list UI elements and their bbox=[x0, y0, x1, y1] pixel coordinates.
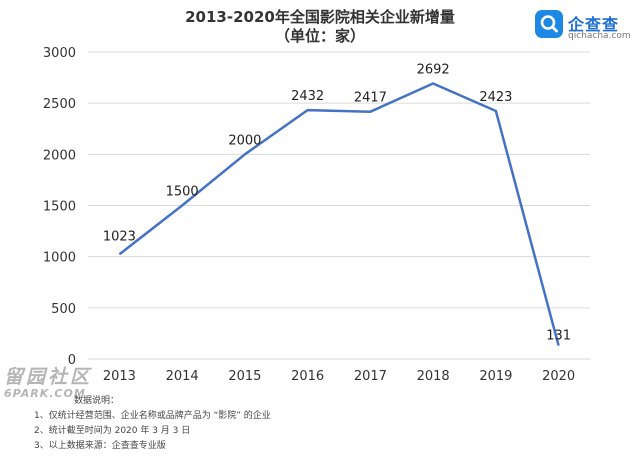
x-tick-label: 2018 bbox=[417, 369, 450, 384]
data-label: 131 bbox=[546, 329, 571, 344]
x-tick-label: 2014 bbox=[166, 369, 199, 384]
data-notes: 数据说明： 1、仅统计经营范围、企业名称或品牌产品为 “影院” 的企业 2、统计… bbox=[34, 394, 594, 454]
x-tick-label: 2013 bbox=[103, 369, 136, 384]
y-tick-label: 1000 bbox=[43, 251, 76, 266]
data-label: 2417 bbox=[354, 91, 387, 106]
logo-name: 企查查 bbox=[568, 15, 620, 34]
chart-title: 2013-2020年全国影院相关企业新增量 bbox=[185, 8, 455, 26]
note-item: 3、以上数据来源：企查查专业版 bbox=[34, 441, 166, 451]
x-tick-label: 2016 bbox=[291, 369, 324, 384]
logo-domain: qichacha.com bbox=[568, 31, 631, 41]
note-item: 2、统计截至时间为 2020 年 3 月 3 日 bbox=[34, 426, 191, 436]
data-label: 2432 bbox=[291, 89, 324, 104]
x-tick-label: 2019 bbox=[479, 369, 512, 384]
chart-subtitle: （单位：家） bbox=[274, 27, 365, 45]
notes-title: 数据说明： bbox=[74, 396, 120, 406]
data-label: 1500 bbox=[166, 185, 199, 200]
data-label: 2692 bbox=[417, 63, 450, 78]
y-tick-label: 500 bbox=[51, 302, 76, 317]
y-tick-label: 2000 bbox=[43, 148, 76, 163]
magnifier-logo-icon bbox=[535, 10, 563, 38]
y-tick-label: 2500 bbox=[43, 97, 76, 112]
x-tick-label: 2017 bbox=[354, 369, 387, 384]
x-tick-label: 2020 bbox=[542, 369, 575, 384]
note-item: 1、仅统计经营范围、企业名称或品牌产品为 “影院” 的企业 bbox=[34, 411, 271, 421]
qichacha-logo: 企查查 qichacha.com bbox=[535, 10, 635, 46]
x-tick-label: 2015 bbox=[228, 369, 261, 384]
series-line bbox=[118, 82, 560, 346]
data-label: 2000 bbox=[228, 133, 261, 148]
y-tick-label: 0 bbox=[68, 353, 76, 368]
data-label: 2423 bbox=[479, 90, 512, 105]
y-tick-label: 3000 bbox=[43, 46, 76, 61]
y-tick-label: 1500 bbox=[43, 200, 76, 215]
data-label: 1023 bbox=[103, 229, 136, 244]
